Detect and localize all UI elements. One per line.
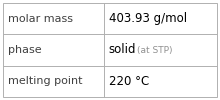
Text: solid: solid	[109, 44, 136, 56]
Text: melting point: melting point	[8, 76, 82, 86]
Text: 403.93 g/mol: 403.93 g/mol	[109, 12, 187, 25]
Text: phase: phase	[8, 45, 42, 55]
Text: 220 °C: 220 °C	[109, 75, 149, 88]
Text: (at STP): (at STP)	[137, 46, 172, 55]
Text: molar mass: molar mass	[8, 14, 73, 24]
